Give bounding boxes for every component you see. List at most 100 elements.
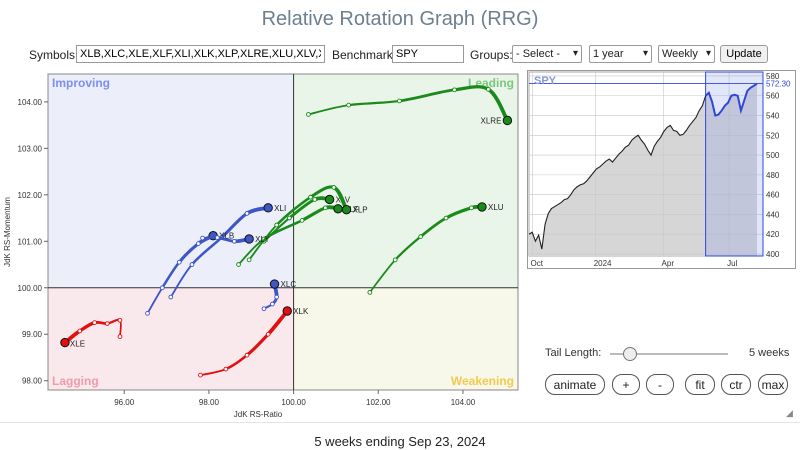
y-tick-label: 98.00 xyxy=(22,377,43,386)
zoom-in-button[interactable]: + xyxy=(612,374,640,395)
series-xlre-tail-point xyxy=(306,112,311,117)
series-xlp: XLP xyxy=(246,185,368,263)
spy-x-tick-label: 2024 xyxy=(594,259,612,268)
series-xlre-tail-segment xyxy=(347,99,401,107)
series-xlf-head-point xyxy=(333,204,343,214)
animate-button[interactable]: animate xyxy=(545,374,605,395)
series-xly: XLY xyxy=(200,234,270,244)
quadrant-improving xyxy=(48,74,294,288)
period-caption: 5 weeks ending Sep 23, 2024 xyxy=(314,434,486,449)
series-xle-tail-point xyxy=(117,317,123,323)
series-xly-tail-point xyxy=(200,235,205,241)
fit-button[interactable]: fit xyxy=(685,374,715,395)
series-xlb-tail-segment xyxy=(161,260,181,290)
series-xlc-head-point xyxy=(269,279,280,289)
series-xlc-tail-point xyxy=(274,294,279,300)
spy-y-tick-label: 500 xyxy=(766,151,780,160)
series-xlb: XLB xyxy=(145,231,234,316)
series-xlu-head-point xyxy=(477,202,487,212)
spy-mini-chart: 580 560 540 520 500 480 460 440 420 400 Oct 2024 Apr… xyxy=(527,70,796,269)
series-xle: XLE xyxy=(60,317,123,349)
spy-price-line xyxy=(528,95,707,250)
groups-select-value: - Select - xyxy=(516,48,561,60)
series-xlre-tail-point xyxy=(452,87,457,93)
series-xlv-tail-point xyxy=(312,197,318,202)
spy-area-fill xyxy=(529,83,757,257)
footer-divider xyxy=(0,422,800,423)
spy-current-value-label: 572.30 xyxy=(766,80,791,89)
x-tick-label: 104.00 xyxy=(451,398,476,407)
series-xlu-tail-point xyxy=(469,205,474,211)
series-xlb-tail-point xyxy=(159,285,165,291)
tail-length-slider-track[interactable] xyxy=(610,353,728,355)
series-xlk-tail-point xyxy=(198,372,203,378)
benchmark-input[interactable] xyxy=(392,45,464,63)
quadrant-leading xyxy=(293,74,518,288)
spy-y-tick-label: 440 xyxy=(766,210,780,219)
series-xlc-tail-point xyxy=(261,306,267,312)
series-xlu-tail-segment xyxy=(419,216,448,239)
series-xlu-tail-point xyxy=(418,234,423,239)
series-xlp-label: XLP xyxy=(353,206,368,215)
series-xlp-tail-segment xyxy=(275,195,312,227)
spy-x-tick-label: Jul xyxy=(727,259,737,268)
series-xle-tail-point xyxy=(117,334,123,339)
update-button[interactable]: Update xyxy=(720,45,768,63)
series-xly-tail-point xyxy=(215,235,220,240)
tail-length-control: Tail Length: 5 weeks xyxy=(545,346,795,362)
series-xlb-tail-point xyxy=(176,259,182,265)
series-xlp-head-point xyxy=(341,204,352,215)
frequency-select[interactable]: Weekly xyxy=(658,45,715,63)
spy-x-tick-label: Oct xyxy=(531,259,544,268)
quadrant-lagging xyxy=(48,287,294,390)
x-tick-label: 100.00 xyxy=(281,398,306,407)
series-xlre-tail-point xyxy=(397,98,402,104)
series-xly-label: XLY xyxy=(255,235,270,244)
series-xlc: XLC xyxy=(261,279,296,312)
series-xlb-tail-point xyxy=(145,310,150,316)
series-xlu: XLU xyxy=(367,202,504,295)
series-xlf-label: XLF xyxy=(344,205,359,214)
series-xlp-tail-point xyxy=(246,257,252,263)
series-xlre-label: XLRE xyxy=(481,116,502,125)
series-xli-label: XLI xyxy=(274,204,286,213)
groups-select[interactable]: - Select - xyxy=(512,45,582,63)
series-xlre: XLRE xyxy=(306,85,513,125)
max-button[interactable]: max xyxy=(758,374,788,395)
series-xlk-tail-point xyxy=(223,366,229,372)
period-select[interactable]: 1 year xyxy=(589,45,652,63)
plot-frame xyxy=(47,73,519,391)
series-xly-head-point xyxy=(244,234,254,244)
series-xlre-tail-segment xyxy=(452,85,490,92)
tail-length-slider-handle[interactable] xyxy=(623,347,637,361)
spy-y-tick-label: 520 xyxy=(766,131,780,140)
x-tick-label: 96.00 xyxy=(114,398,135,407)
series-xlre-tail-segment xyxy=(398,88,456,103)
benchmark-label: Benchmark: xyxy=(332,48,397,62)
symbols-input[interactable] xyxy=(76,45,325,63)
series-xle-tail-point xyxy=(104,321,110,326)
series-xlu-tail-point xyxy=(367,290,373,295)
y-axis-label: JdK RS-Momentum xyxy=(3,197,12,267)
series-xlp-tail-point xyxy=(274,222,279,228)
resize-grip-icon[interactable]: ◢ xyxy=(786,408,793,418)
period-select-value: 1 year xyxy=(593,48,624,60)
y-tick-label: 100.00 xyxy=(18,284,43,293)
series-xle-label: XLE xyxy=(70,340,85,349)
series-xli-tail-segment xyxy=(190,236,223,266)
control-bar: Symbols: Benchmark: Groups: - Select - 1… xyxy=(0,44,800,66)
x-axis-label: JdK RS-Ratio xyxy=(234,410,283,419)
series-xlu-tail-segment xyxy=(394,235,422,262)
y-tick-label: 104.00 xyxy=(18,98,43,107)
quadrant-label-improving: Improving xyxy=(52,76,110,90)
series-xlk-tail-point xyxy=(265,331,271,337)
series-xly-tail-point xyxy=(231,238,237,244)
zoom-out-button[interactable]: - xyxy=(646,374,674,395)
series-xli-tail-point xyxy=(168,294,174,300)
series-xlb-label: XLB xyxy=(219,232,234,241)
series-xlv-head-point xyxy=(324,194,335,205)
center-button[interactable]: ctr xyxy=(721,374,751,395)
x-tick-label: 102.00 xyxy=(366,398,391,407)
spy-y-tick-label: 400 xyxy=(766,250,780,259)
